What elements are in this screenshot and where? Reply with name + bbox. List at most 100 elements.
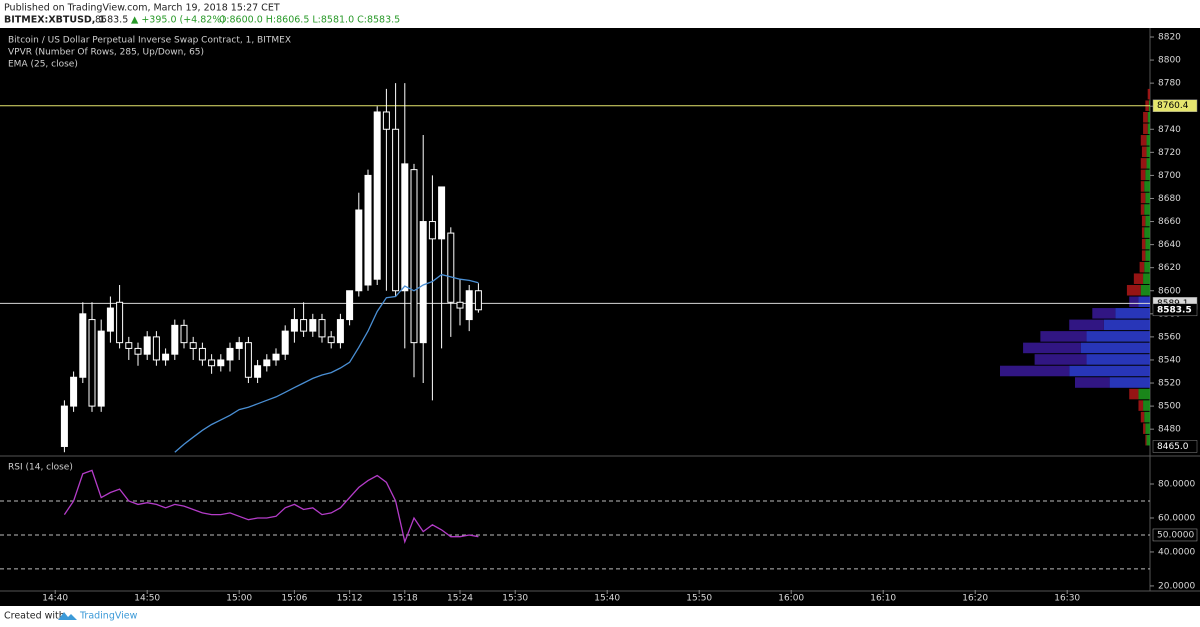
x-tick-label: 16:30 xyxy=(1054,594,1080,604)
vp-up xyxy=(1080,342,1150,354)
y-tick-label: 8800 xyxy=(1158,56,1181,66)
vp-up xyxy=(1103,319,1150,331)
x-tick-label: 15:30 xyxy=(502,594,528,604)
vp-up xyxy=(1147,111,1150,123)
x-tick-label: 15:06 xyxy=(281,594,307,604)
rsi-marker-label: 50.0000 xyxy=(1157,530,1194,540)
price-label-box xyxy=(1152,440,1198,453)
y-tick-label: 8640 xyxy=(1158,240,1181,250)
x-tick-label: 16:20 xyxy=(962,594,988,604)
vp-up xyxy=(1144,261,1150,273)
x-tick-label: 15:18 xyxy=(392,594,418,604)
symbol-text: BITMEX:XBTUSD, 1 xyxy=(4,15,105,26)
vp-down xyxy=(1140,135,1147,146)
vp-down xyxy=(1143,423,1146,434)
vp-up xyxy=(1115,308,1150,319)
rsi-tick-label: 40.0000 xyxy=(1158,547,1195,557)
vp-down xyxy=(1129,388,1139,400)
candle-body xyxy=(180,324,188,344)
candle-body xyxy=(318,319,326,338)
vp-down xyxy=(1141,250,1146,261)
candle-body xyxy=(254,365,262,378)
legend-vpvr: VPVR (Number Of Rows, 285, Up/Down, 65) xyxy=(8,48,204,58)
x-tick-label: 14:40 xyxy=(42,594,68,604)
vp-down xyxy=(1143,123,1148,135)
candle-body xyxy=(244,342,252,378)
candle-body xyxy=(189,342,197,349)
published-text: Published on TradingView.com, March 19, … xyxy=(4,3,280,14)
y-tick-label: 8480 xyxy=(1158,425,1181,435)
candle-body xyxy=(97,330,105,407)
vp-up xyxy=(1086,331,1150,342)
candle-body xyxy=(235,342,243,349)
vp-down xyxy=(1075,377,1110,388)
y-tick-label: 8620 xyxy=(1158,263,1181,273)
x-tick-label: 15:50 xyxy=(686,594,712,604)
candle-body xyxy=(465,290,473,321)
vp-up xyxy=(1138,388,1150,400)
candle-body xyxy=(355,209,363,292)
x-tick-label: 15:12 xyxy=(337,594,363,604)
tv-logo xyxy=(58,612,77,620)
y-tick-label: 8660 xyxy=(1158,217,1181,227)
vp-down xyxy=(1140,169,1146,181)
vp-down xyxy=(1023,342,1081,354)
vp-down xyxy=(1138,400,1144,411)
candle-body xyxy=(309,319,317,332)
candle-body xyxy=(143,336,151,355)
price-text: 8583.5 xyxy=(95,15,128,26)
vp-down xyxy=(1000,365,1070,377)
y-tick-label: 8780 xyxy=(1158,79,1181,89)
vp-up xyxy=(1145,215,1150,227)
candle-body xyxy=(346,290,354,321)
vp-down xyxy=(1141,238,1146,250)
legend-rsi: RSI (14, close) xyxy=(8,463,73,473)
candle-body xyxy=(171,324,179,355)
vp-down xyxy=(1126,284,1141,296)
candle-body xyxy=(474,290,482,311)
candle-body xyxy=(290,319,298,332)
vp-down xyxy=(1034,354,1087,365)
vp-down xyxy=(1069,319,1104,331)
y-tick-label: 8820 xyxy=(1158,32,1181,42)
x-tick-label: 15:00 xyxy=(226,594,252,604)
candle-body xyxy=(60,405,68,447)
candle-body xyxy=(88,319,96,407)
price-label: 8465.0 xyxy=(1157,442,1189,452)
vp-up xyxy=(1144,411,1150,423)
price-label: 8583.5 xyxy=(1157,305,1192,315)
change-text: ▲ +395.0 (+4.82%) xyxy=(131,15,225,26)
rsi-marker-box xyxy=(1152,528,1198,542)
candle-body xyxy=(162,353,170,361)
candle-body xyxy=(217,359,225,367)
x-tick-label: 16:10 xyxy=(870,594,896,604)
price-label-box xyxy=(1152,303,1198,317)
vp-up xyxy=(1145,423,1150,434)
vp-down xyxy=(1133,273,1144,284)
candle-body xyxy=(208,359,216,367)
x-tick-label: 14:50 xyxy=(134,594,160,604)
vp-up xyxy=(1144,204,1150,215)
footer-created: Created with xyxy=(4,611,65,622)
y-tick-label: 8680 xyxy=(1158,194,1181,204)
candle-body xyxy=(226,347,234,361)
candle-body xyxy=(125,342,133,349)
vp-up xyxy=(1146,135,1150,146)
candle-body xyxy=(327,336,335,344)
legend-main: Bitcoin / US Dollar Perpetual Inverse Sw… xyxy=(8,36,291,46)
vp-down xyxy=(1145,434,1147,446)
vp-up xyxy=(1143,400,1150,411)
candle-body xyxy=(373,111,381,280)
vp-up xyxy=(1145,250,1150,261)
vp-down xyxy=(1040,331,1087,342)
candle-body xyxy=(336,319,344,344)
vp-up xyxy=(1140,284,1150,296)
x-tick-label: 16:00 xyxy=(778,594,804,604)
vp-down xyxy=(1143,111,1148,123)
price-label: 8760.4 xyxy=(1157,101,1189,111)
candle-body xyxy=(281,330,289,355)
candle-body xyxy=(79,313,87,378)
candle-body xyxy=(272,353,280,361)
x-tick-label: 15:40 xyxy=(594,594,620,604)
vp-up xyxy=(1086,354,1150,365)
